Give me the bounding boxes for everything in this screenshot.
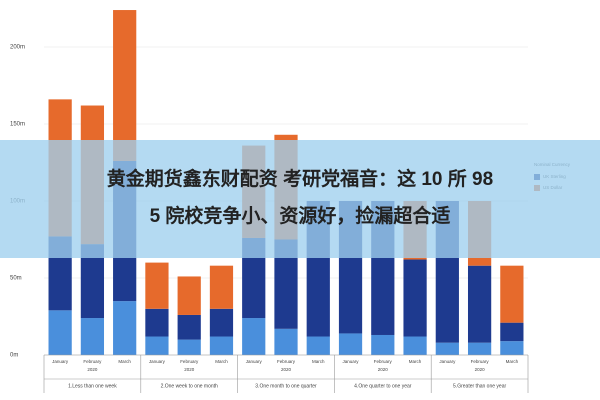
group-label: 3.One month to one quarter: [255, 383, 317, 389]
bar-segment: [242, 318, 266, 355]
bar-segment: [80, 244, 105, 319]
bar-segment: [209, 265, 234, 309]
bar-segment: [177, 314, 201, 340]
bar-segment: [145, 262, 169, 309]
y-tick-label: 0m: [10, 353, 18, 359]
bar-segment: [500, 341, 524, 355]
bar-segment: [306, 336, 330, 355]
bar-segment: [177, 276, 201, 315]
bar-segment: [80, 318, 105, 355]
x-tick-label: March: [118, 359, 131, 364]
group-year: 2020: [281, 367, 292, 372]
x-tick-label: March: [215, 359, 228, 364]
x-tick-label: January: [343, 359, 360, 364]
bar-segment: [145, 336, 169, 355]
bar-segment: [403, 336, 427, 355]
bar-segment: [274, 328, 298, 355]
bar-segment: [48, 310, 72, 355]
bar-segment: [177, 339, 201, 355]
x-tick-label: February: [277, 359, 296, 364]
group-label: 2.One week to one month: [161, 383, 218, 389]
group-label: 5.Greater than one year: [453, 383, 506, 389]
x-tick-label: January: [149, 359, 166, 364]
bar-segment: [338, 333, 363, 355]
x-tick-label: February: [374, 359, 393, 364]
x-tick-label: March: [409, 359, 422, 364]
banner: [0, 140, 600, 258]
y-tick-label: 200m: [10, 45, 25, 51]
x-tick-label: January: [246, 359, 263, 364]
x-tick-label: January: [52, 359, 69, 364]
group-year: 2020: [184, 367, 195, 372]
bar-segment: [209, 336, 234, 355]
x-tick-label: March: [506, 359, 519, 364]
x-tick-label: February: [471, 359, 490, 364]
bar-segment: [500, 265, 524, 323]
bar-segment: [467, 265, 492, 343]
x-tick-label: March: [312, 359, 325, 364]
bar-segment: [209, 308, 234, 337]
x-tick-label: February: [83, 359, 102, 364]
group-label: 1.Less than one week: [68, 383, 117, 389]
banner-line-1: 黄金期货鑫东财配资 考研党福音：这 10 所 98 5 院校竞争小、资源好，捡漏超…: [107, 167, 493, 227]
bar-segment: [274, 239, 298, 329]
bar-segment: [435, 342, 459, 355]
bar-segment: [145, 308, 169, 337]
bar-segment: [500, 322, 524, 342]
bar-segment: [113, 10, 137, 161]
y-tick-label: 50m: [10, 276, 22, 282]
bar-segment: [467, 342, 492, 355]
bar-segment: [403, 259, 427, 337]
x-tick-label: February: [180, 359, 199, 364]
group-year: 2020: [378, 367, 389, 372]
bar-segment: [113, 301, 137, 355]
x-tick-label: January: [439, 359, 456, 364]
y-tick-label: 150m: [10, 122, 25, 128]
group-year: 2020: [87, 367, 98, 372]
group-year: 2020: [475, 367, 486, 372]
bar-segment: [371, 334, 395, 355]
group-label: 4.One quarter to one year: [354, 383, 412, 389]
